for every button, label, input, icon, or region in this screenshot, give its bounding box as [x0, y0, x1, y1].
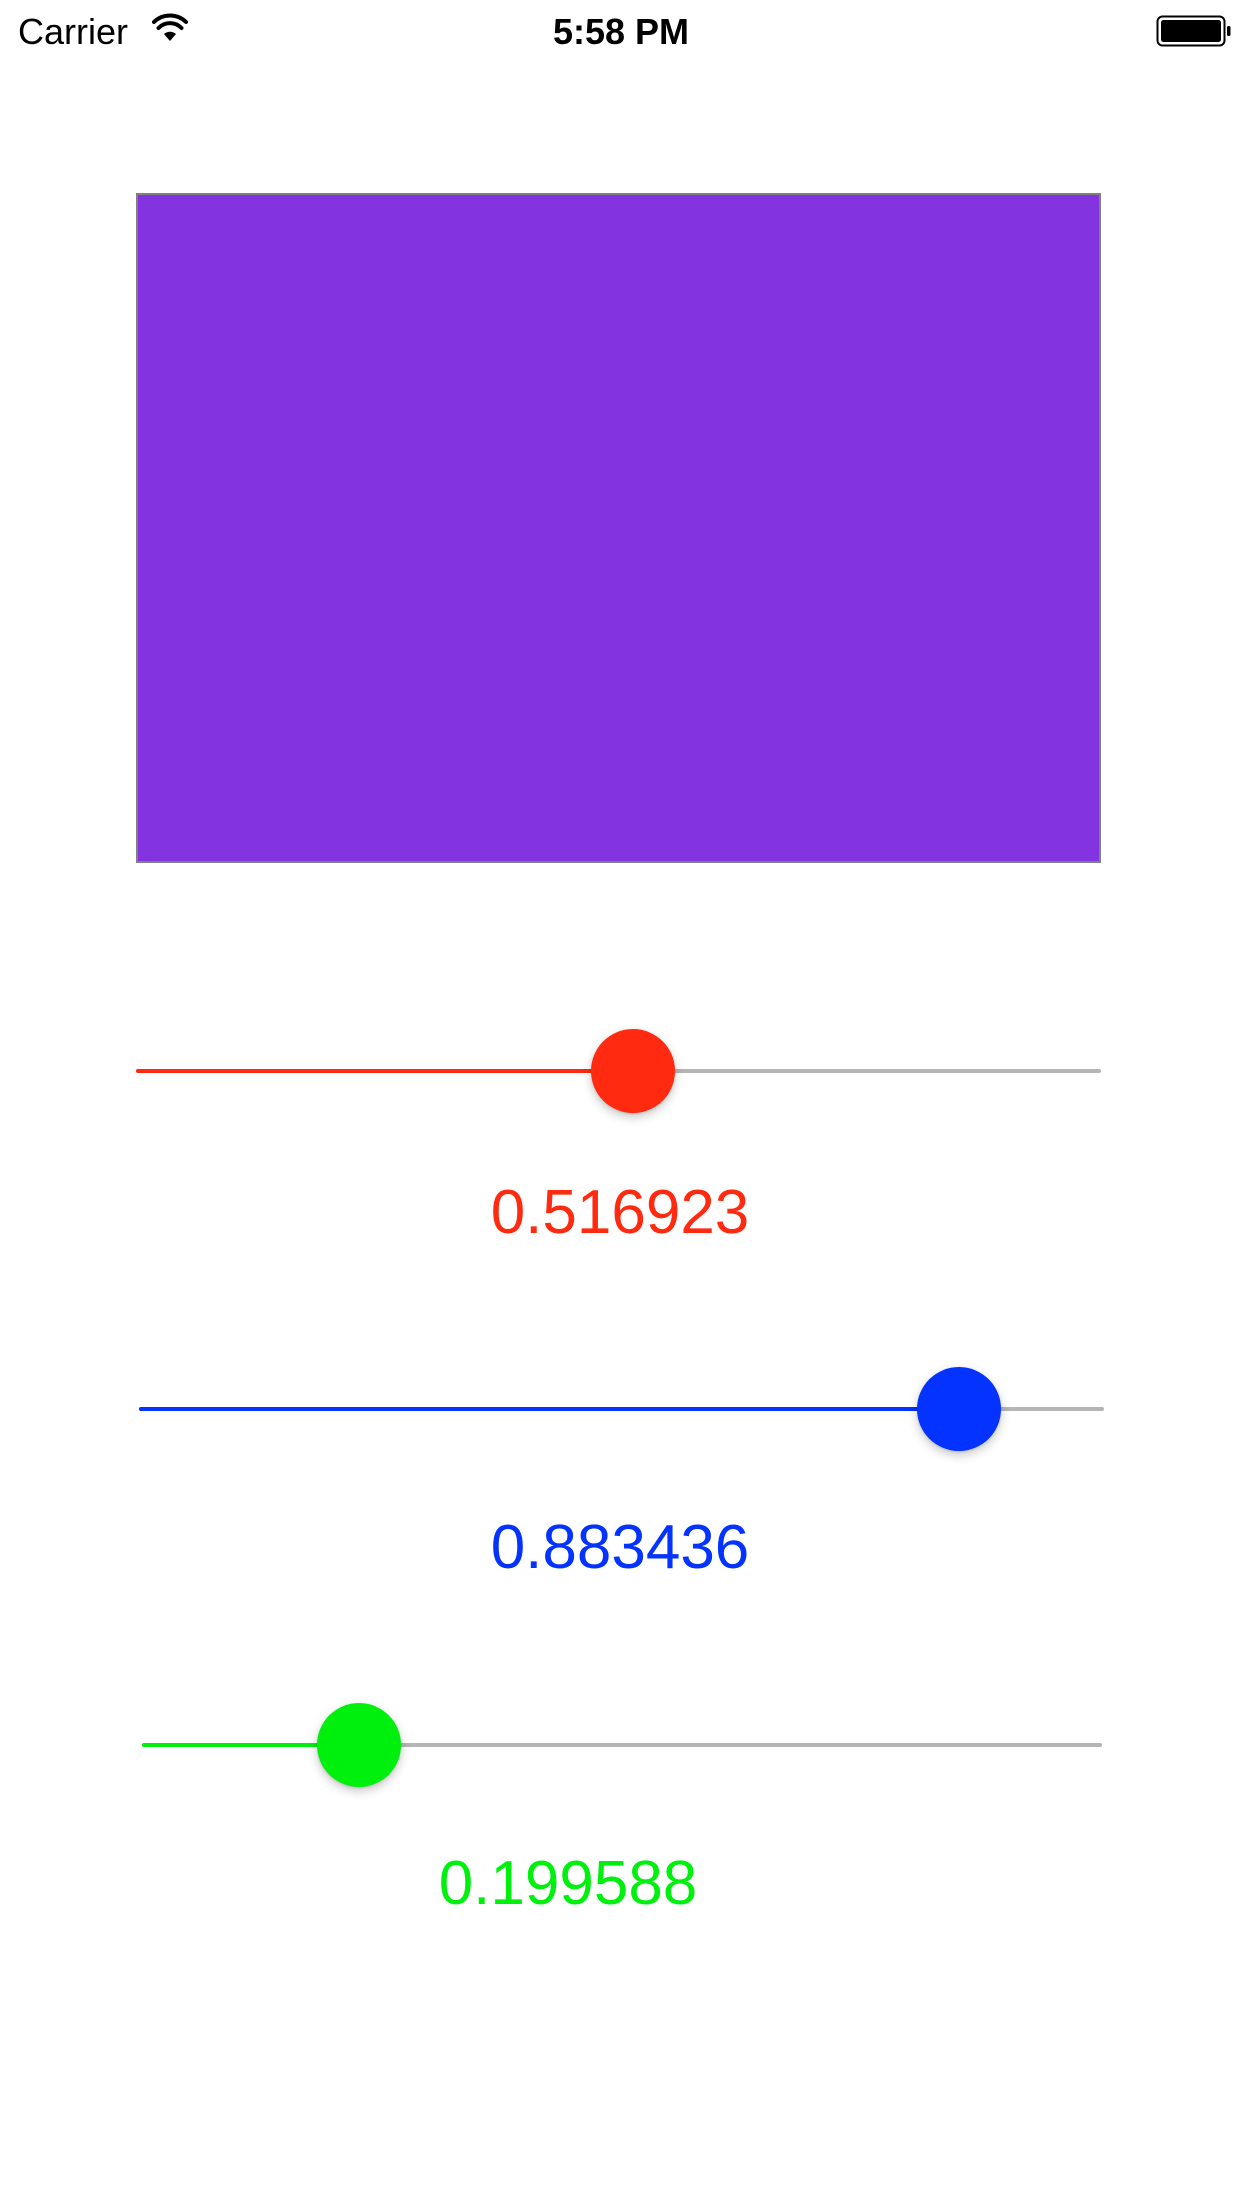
green-slider-track[interactable] — [142, 1743, 1102, 1747]
blue-slider-fill — [139, 1407, 960, 1411]
red-slider[interactable] — [136, 1026, 1101, 1116]
color-preview — [136, 193, 1101, 863]
status-bar: Carrier 5:58 PM — [0, 0, 1242, 62]
red-slider-thumb[interactable] — [591, 1029, 676, 1113]
wifi-icon — [152, 13, 188, 41]
carrier-label: Carrier — [18, 11, 129, 52]
status-time: 5:58 PM — [552, 11, 690, 52]
green-slider-fill — [142, 1743, 359, 1747]
red-value-label: 0.516923 — [490, 1178, 750, 1247]
green-value-label: 0.199588 — [438, 1849, 698, 1918]
battery-icon — [1156, 15, 1231, 47]
red-slider-fill — [136, 1069, 634, 1073]
blue-slider[interactable] — [139, 1364, 1104, 1454]
blue-slider-thumb[interactable] — [917, 1367, 1002, 1451]
blue-value-label: 0.883436 — [490, 1513, 750, 1582]
green-slider[interactable] — [142, 1700, 1102, 1790]
green-slider-thumb[interactable] — [316, 1703, 401, 1787]
